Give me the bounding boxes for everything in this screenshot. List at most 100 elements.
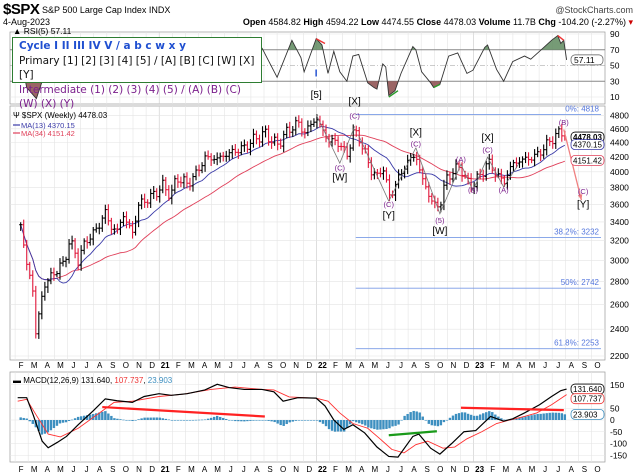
macd-histogram-bar bbox=[300, 420, 304, 421]
macd-histogram-bar bbox=[418, 412, 421, 420]
macd-x-axis-label: J bbox=[399, 465, 403, 474]
macd-histogram-bar bbox=[206, 418, 210, 420]
price-bar bbox=[40, 291, 44, 320]
wave-label: (B) bbox=[559, 118, 570, 127]
price-bar bbox=[85, 236, 89, 249]
price-bar bbox=[79, 245, 83, 271]
macd-histogram-bar bbox=[288, 420, 291, 423]
macd-x-axis-label: S bbox=[425, 465, 430, 474]
macd-histogram-bar bbox=[22, 417, 25, 420]
price-tick-label: 3200 bbox=[610, 236, 629, 246]
price-bar bbox=[306, 120, 310, 137]
macd-histogram-bar bbox=[134, 420, 137, 421]
price-bar bbox=[49, 267, 53, 285]
wave-label: [X] bbox=[410, 128, 422, 139]
price-bar bbox=[387, 174, 391, 202]
macd-signal-line bbox=[17, 386, 567, 454]
price-bar bbox=[185, 172, 189, 189]
price-bar bbox=[521, 156, 525, 168]
price-bar bbox=[230, 145, 234, 159]
macd-x-axis-label: 23 bbox=[475, 465, 484, 474]
price-tick-label: 3000 bbox=[610, 255, 629, 265]
macd-histogram-bar bbox=[209, 417, 213, 420]
macd-x-axis-label: A bbox=[97, 465, 103, 474]
rsi-overbought-fill bbox=[68, 35, 566, 50]
rsi-divergence-line bbox=[388, 90, 399, 98]
x-axis-label: D bbox=[464, 361, 470, 370]
macd-histogram-bar bbox=[379, 420, 382, 430]
macd-histogram-bar bbox=[548, 412, 551, 420]
macd-x-axis-label: J bbox=[85, 465, 89, 474]
macd-histogram-bar bbox=[388, 420, 391, 429]
macd-histogram-bar bbox=[203, 419, 207, 421]
macd-histogram-bar bbox=[240, 420, 243, 422]
price-tick-label: 2800 bbox=[610, 277, 629, 287]
price-bar bbox=[37, 311, 41, 339]
macd-histogram-bar bbox=[391, 420, 394, 427]
x-axis-label: F bbox=[19, 361, 24, 370]
price-bar bbox=[118, 219, 122, 236]
security-name: S&P 500 Large Cap Index INDX bbox=[42, 5, 171, 15]
macd-badge-text: 107.737 bbox=[573, 395, 602, 404]
rsi-tick-label: 30 bbox=[610, 76, 620, 86]
macd-histogram-bar bbox=[421, 416, 424, 420]
x-axis-label: O bbox=[280, 361, 286, 370]
macd-histogram-bar bbox=[436, 420, 440, 427]
price-bar bbox=[421, 166, 425, 185]
ma34-line bbox=[20, 134, 565, 281]
macd-histogram-bar bbox=[219, 416, 222, 420]
price-bar bbox=[112, 224, 116, 235]
chg-label: Chg bbox=[538, 17, 556, 27]
price-bar bbox=[209, 153, 213, 166]
macd-histogram-bar bbox=[243, 420, 246, 422]
price-bar bbox=[384, 167, 388, 183]
macd-histogram-bar bbox=[494, 414, 497, 420]
price-bar bbox=[342, 141, 346, 153]
price-bar bbox=[218, 152, 222, 163]
x-axis-label: M bbox=[345, 361, 352, 370]
macd-histogram-bar bbox=[215, 415, 219, 420]
macd-histogram-bar bbox=[433, 420, 437, 426]
brand-link[interactable]: @StockCharts.com bbox=[555, 5, 633, 15]
price-bar bbox=[514, 157, 518, 169]
macd-histogram-bar bbox=[482, 413, 485, 420]
wave-label: [W] bbox=[332, 172, 347, 183]
macd-x-axis-label: M bbox=[214, 465, 221, 474]
macd-histogram-bar bbox=[318, 420, 322, 423]
price-bar bbox=[279, 138, 283, 149]
macd-x-axis-label: J bbox=[543, 465, 547, 474]
macd-histogram-bar bbox=[19, 417, 22, 420]
macd-histogram-bar bbox=[345, 420, 349, 428]
macd-x-axis-label: A bbox=[411, 465, 417, 474]
macd-histogram-bar bbox=[542, 413, 545, 420]
macd-x-axis-label: O bbox=[280, 465, 286, 474]
macd-histogram-bar bbox=[333, 420, 337, 432]
macd-x-axis-label: A bbox=[254, 465, 260, 474]
macd-histogram-bar bbox=[170, 420, 174, 421]
macd-histogram-bar bbox=[358, 420, 361, 424]
x-axis-label: F bbox=[490, 361, 495, 370]
macd-histogram-bar bbox=[330, 420, 334, 431]
wave-label: (C) bbox=[335, 163, 346, 172]
macd-histogram-bar bbox=[545, 413, 548, 420]
ma34-legend: MA(34) 4151.42 bbox=[21, 129, 75, 138]
macd-histogram-bar bbox=[460, 412, 464, 420]
x-axis-label: M bbox=[188, 361, 195, 370]
macd-histogram-bar bbox=[336, 420, 340, 432]
macd-histogram-bar bbox=[497, 416, 500, 420]
price-bar bbox=[70, 235, 74, 250]
price-bar bbox=[25, 239, 29, 271]
macd-histogram-bar bbox=[212, 416, 216, 420]
x-axis-label: S bbox=[582, 361, 587, 370]
macd-histogram-bar bbox=[475, 415, 479, 420]
price-bar bbox=[164, 176, 168, 196]
macd-tick-label: 0 bbox=[610, 415, 615, 425]
x-axis-label: J bbox=[85, 361, 89, 370]
wave-label: [5] bbox=[311, 90, 322, 101]
macd-histogram-bar bbox=[424, 420, 427, 421]
price-bar bbox=[542, 144, 546, 159]
price-bar bbox=[206, 150, 210, 160]
macd-x-axis-label: 21 bbox=[161, 465, 170, 474]
price-bar bbox=[291, 125, 295, 137]
wave-label: [Y] bbox=[577, 200, 589, 211]
